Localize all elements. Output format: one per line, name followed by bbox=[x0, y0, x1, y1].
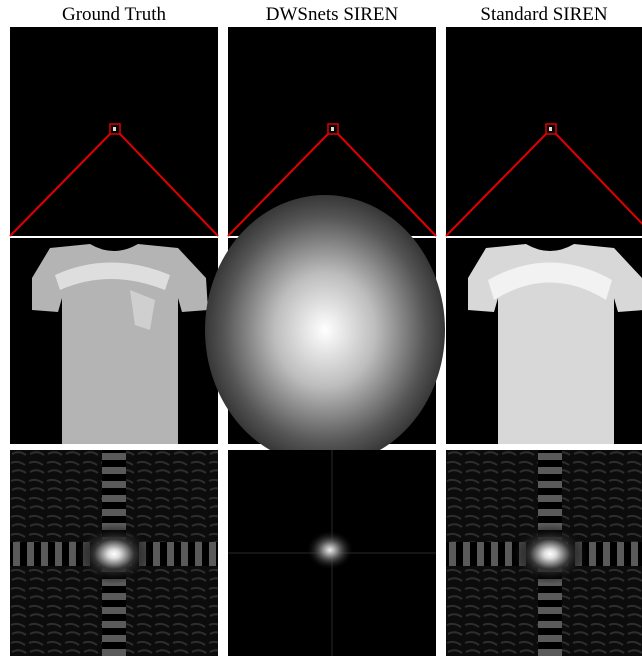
column-title: DWSnets SIREN bbox=[266, 4, 399, 25]
standard-siren-spectrum bbox=[446, 450, 642, 656]
ground-truth-spectrum bbox=[10, 450, 218, 656]
dwsnets-zoom bbox=[205, 195, 445, 465]
overview-image bbox=[446, 27, 642, 236]
column-title: Ground Truth bbox=[62, 4, 166, 25]
overview-image bbox=[10, 27, 218, 236]
column-titles: Ground Truth DWSnets SIREN Standard SIREN bbox=[62, 4, 608, 25]
dwsnets-spectrum bbox=[228, 450, 436, 656]
ground-truth-zoom bbox=[10, 238, 218, 444]
column-title: Standard SIREN bbox=[480, 4, 607, 25]
figure: Ground Truth DWSnets SIREN Standard SIREN bbox=[0, 0, 642, 656]
standard-siren-zoom bbox=[446, 238, 642, 444]
